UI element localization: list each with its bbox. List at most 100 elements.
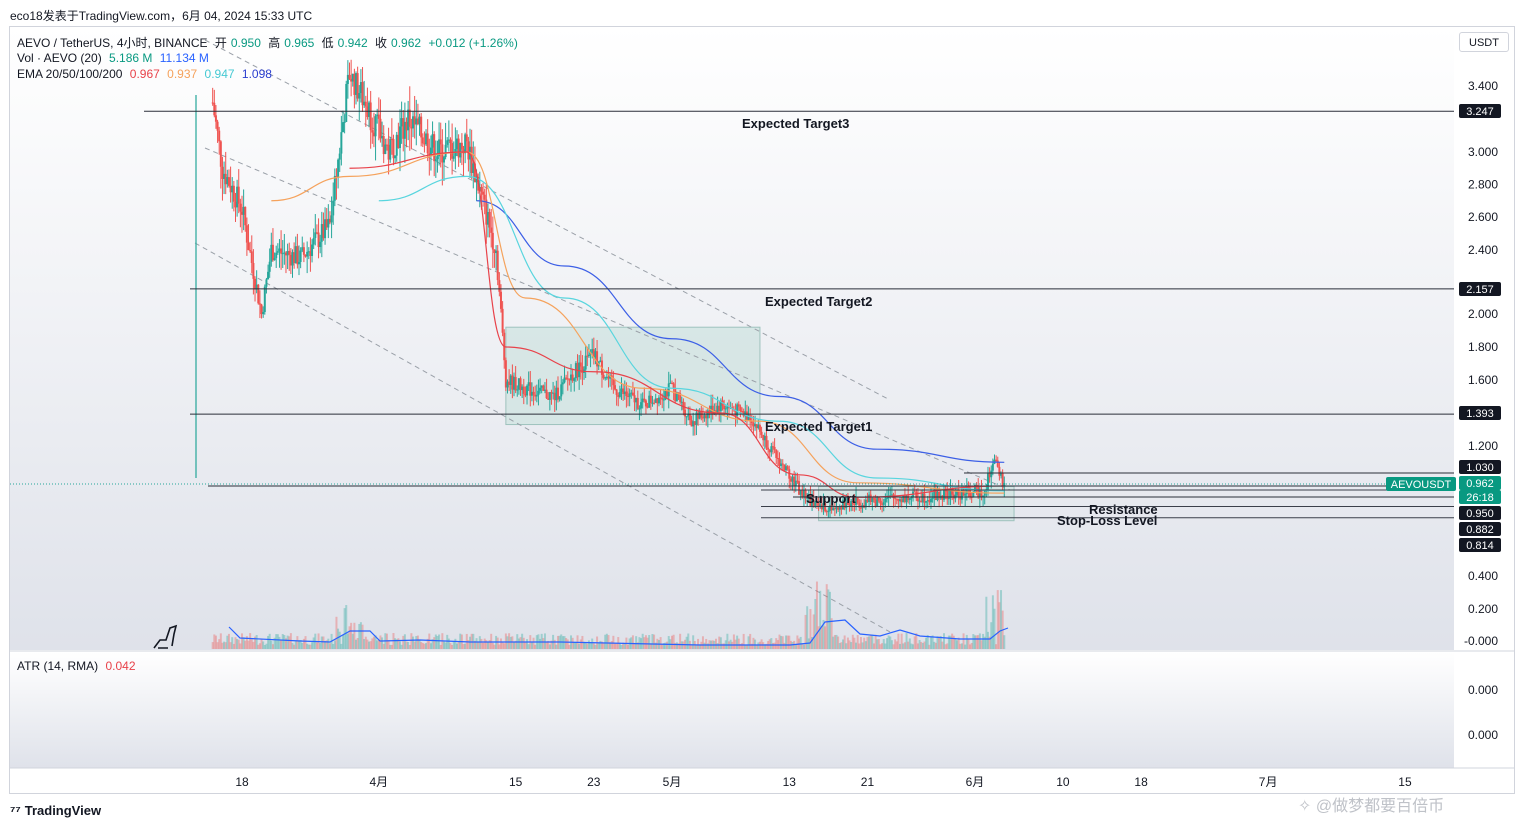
volume-bar-34 bbox=[267, 635, 270, 649]
candle-body-350 bbox=[781, 463, 784, 465]
volume-bar-297 bbox=[695, 644, 698, 649]
candle-body-32 bbox=[263, 286, 266, 312]
candle-body-448 bbox=[941, 495, 944, 500]
candle-body-373 bbox=[819, 504, 822, 507]
candle-body-256 bbox=[628, 393, 631, 397]
low-value: 0.942 bbox=[337, 36, 368, 50]
volume-bar-248 bbox=[615, 643, 618, 649]
volume-bar-461 bbox=[962, 633, 965, 649]
volume-bar-426 bbox=[905, 633, 908, 649]
volume-bar-242 bbox=[605, 633, 608, 649]
symbol-badge bbox=[1386, 477, 1456, 491]
volume-bar-137 bbox=[434, 634, 437, 649]
volume-bar-143 bbox=[444, 642, 447, 649]
volume-bar-233 bbox=[591, 638, 594, 649]
volume-bar-185 bbox=[513, 642, 516, 649]
volume-bar-124 bbox=[413, 641, 416, 649]
volume-bar-225 bbox=[578, 643, 581, 649]
candle-body-279 bbox=[666, 390, 669, 397]
candle-body-331 bbox=[750, 421, 753, 424]
volume-bar-344 bbox=[771, 643, 774, 649]
candle-body-8 bbox=[224, 173, 227, 185]
ema-legend[interactable]: EMA 20/50/100/200 0.967 0.937 0.947 1.09… bbox=[17, 67, 276, 81]
volume-bar-432 bbox=[915, 633, 918, 649]
candle-body-13 bbox=[232, 185, 235, 202]
volume-bar-387 bbox=[842, 639, 845, 649]
candle-body-83 bbox=[346, 74, 349, 84]
candle-body-85 bbox=[350, 78, 353, 82]
volume-bar-169 bbox=[486, 641, 489, 649]
candle-body-376 bbox=[824, 503, 827, 512]
volume-bar-18 bbox=[241, 633, 243, 649]
volume-bar-395 bbox=[855, 642, 858, 649]
level-label-6: Stop-Loss Level bbox=[1057, 513, 1157, 528]
candle-body-197 bbox=[532, 391, 535, 395]
candle-body-82 bbox=[345, 83, 348, 122]
volume-bar-482 bbox=[996, 590, 999, 649]
volume-bar-447 bbox=[939, 635, 942, 649]
candle-body-454 bbox=[951, 488, 954, 495]
symbol-legend[interactable]: AEVO / TetherUS, 4小时, BINANCE 开 0.950 高 0.… bbox=[17, 34, 522, 51]
candle-body-435 bbox=[920, 500, 923, 503]
volume-bar-144 bbox=[446, 634, 449, 649]
candle-body-434 bbox=[918, 500, 921, 502]
currency-button[interactable]: USDT bbox=[1459, 32, 1509, 52]
candle-body-266 bbox=[644, 400, 647, 407]
symbol-title[interactable]: AEVO / TetherUS, 4小时, BINANCE bbox=[17, 36, 208, 50]
atr-pane-background bbox=[10, 652, 1454, 768]
candle-body-352 bbox=[785, 466, 788, 471]
volume-bar-145 bbox=[447, 638, 450, 649]
tradingview-logo-icon: ⁷⁷ bbox=[10, 803, 21, 818]
candle-body-81 bbox=[343, 121, 346, 123]
volume-bar-136 bbox=[433, 637, 436, 649]
candle-body-116 bbox=[400, 118, 403, 127]
candle-body-126 bbox=[416, 118, 419, 125]
volume-bar-457 bbox=[956, 640, 959, 649]
y-tick-label-6: 1.800 bbox=[1468, 340, 1498, 354]
volume-bar-413 bbox=[884, 643, 887, 649]
volume-bar-86 bbox=[351, 633, 354, 649]
volume-bar-80 bbox=[341, 634, 344, 649]
candle-body-240 bbox=[602, 374, 605, 379]
candle-body-459 bbox=[959, 496, 962, 500]
candle-body-91 bbox=[359, 82, 362, 94]
candle-body-439 bbox=[926, 500, 929, 502]
candle-body-340 bbox=[765, 435, 768, 448]
candle-body-15 bbox=[236, 186, 239, 208]
candle-body-100 bbox=[374, 116, 377, 137]
volume-bar-123 bbox=[412, 636, 415, 649]
candle-body-440 bbox=[928, 500, 931, 503]
candle-body-54 bbox=[299, 250, 302, 262]
candle-body-0 bbox=[211, 102, 214, 104]
candle-body-3 bbox=[216, 121, 219, 131]
volume-bar-10 bbox=[227, 633, 230, 649]
tradingview-logo[interactable]: ⁷⁷ TradingView bbox=[10, 803, 102, 818]
candle-body-142 bbox=[442, 157, 445, 163]
volume-bar-388 bbox=[843, 635, 846, 649]
candle-body-322 bbox=[736, 404, 739, 416]
candle-body-60 bbox=[309, 251, 312, 256]
volume-bar-66 bbox=[319, 643, 322, 649]
candle-body-112 bbox=[394, 155, 397, 159]
candle-body-255 bbox=[627, 396, 630, 398]
volume-bar-103 bbox=[379, 635, 382, 649]
atr-legend[interactable]: ATR (14, RMA) 0.042 bbox=[17, 659, 140, 673]
candle-body-473 bbox=[982, 495, 985, 497]
candle-body-358 bbox=[794, 480, 797, 487]
volume-bar-71 bbox=[327, 638, 330, 649]
candle-body-67 bbox=[320, 224, 323, 242]
candle-body-89 bbox=[356, 73, 359, 99]
candle-body-1 bbox=[213, 102, 216, 116]
candle-body-436 bbox=[921, 493, 924, 503]
volume-legend[interactable]: Vol · AEVO (20) 5.186 M 11.134 M bbox=[17, 51, 213, 65]
volume-bar-38 bbox=[273, 637, 276, 649]
candle-body-484 bbox=[1000, 472, 1003, 476]
volume-bar-93 bbox=[363, 639, 366, 649]
volume-bar-194 bbox=[527, 644, 530, 649]
price-badge-label-7: 0.882 bbox=[1466, 524, 1494, 536]
volume-bar-382 bbox=[833, 635, 836, 649]
candle-body-42 bbox=[280, 248, 283, 254]
candle-body-323 bbox=[737, 404, 740, 407]
y-tick-label-0: 3.400 bbox=[1468, 79, 1498, 93]
